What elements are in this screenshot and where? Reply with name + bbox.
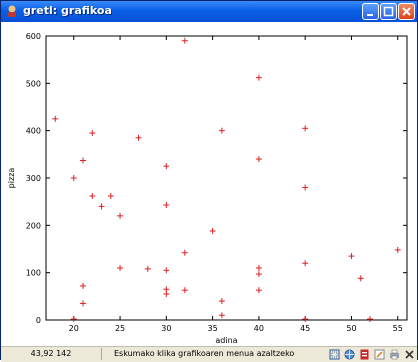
x-axis-label: adina (215, 336, 237, 344)
data-point (70, 316, 77, 323)
y-tick-label: 600 (26, 32, 41, 41)
close-icon[interactable] (404, 349, 415, 360)
globe-icon[interactable] (344, 349, 355, 360)
y-tick-label: 0 (36, 316, 41, 325)
data-point (218, 298, 225, 305)
data-point (209, 228, 216, 235)
x-tick-label: 35 (208, 324, 218, 333)
data-point (89, 192, 96, 199)
data-point (163, 201, 170, 208)
y-tick-label: 200 (26, 221, 41, 230)
data-point (144, 265, 151, 272)
data-point (302, 316, 309, 323)
scatter-chart[interactable]: 20 25 30 35 40 45 50 55 0 100 200 300 400 500 600 adina… (1, 22, 417, 345)
pdf-icon[interactable] (359, 349, 370, 360)
data-point (135, 134, 142, 141)
data-point (89, 130, 96, 137)
minimize-icon (367, 14, 373, 16)
close-button[interactable] (398, 3, 415, 20)
data-point (348, 253, 355, 260)
data-point (80, 157, 87, 164)
x-tick-label: 45 (300, 324, 310, 333)
maximize-button[interactable] (380, 3, 397, 20)
plot-frame (45, 35, 408, 321)
status-bar: 43,92 142 Eskumako klika grafikoaren men… (1, 346, 417, 362)
data-point (394, 246, 401, 253)
x-tick-label: 50 (346, 324, 356, 333)
data-point (107, 192, 114, 199)
y-tick-label: 300 (26, 174, 41, 183)
x-tick-label: 55 (393, 324, 403, 333)
window-title: gretl: grafikoa (23, 4, 112, 17)
close-icon (402, 7, 411, 16)
data-point (181, 37, 188, 44)
zoom-icon[interactable] (329, 348, 340, 360)
data-point (80, 300, 87, 307)
data-point (255, 156, 262, 163)
data-point (302, 125, 309, 132)
y-axis-label: pizza (7, 168, 16, 189)
print-icon[interactable] (389, 349, 400, 360)
x-tick-label: 40 (254, 324, 264, 333)
maximize-icon (383, 6, 394, 17)
data-point (357, 275, 364, 282)
cursor-coordinates: 43,92 142 (1, 348, 102, 360)
data-point (218, 312, 225, 319)
data-point (70, 175, 77, 181)
status-message: Eskumako klika grafikoaren menua azaltze… (114, 349, 295, 358)
title-bar[interactable]: gretl: grafikoa (1, 1, 417, 22)
data-point (181, 249, 188, 256)
data-point (98, 203, 105, 210)
status-toolbar (329, 347, 415, 361)
x-tick-label: 20 (69, 324, 79, 333)
y-tick-label: 100 (26, 269, 41, 278)
plot-area[interactable]: 20 25 30 35 40 45 50 55 0 100 200 300 400 500 600 adina… (1, 22, 417, 345)
data-point (255, 271, 262, 278)
data-point (302, 260, 309, 267)
edit-icon[interactable] (374, 349, 385, 360)
data-point (302, 184, 309, 191)
data-point (181, 287, 188, 294)
y-tick-label: 500 (26, 79, 41, 88)
gretl-app-icon (8, 5, 16, 17)
data-point (117, 212, 124, 219)
data-point (52, 115, 59, 122)
data-point (163, 163, 170, 170)
data-point (163, 290, 170, 297)
y-tick-label: 400 (26, 127, 41, 136)
data-point (255, 264, 262, 271)
data-point (163, 267, 170, 274)
data-point (255, 287, 262, 294)
data-point (117, 264, 124, 271)
x-tick-label: 25 (115, 324, 125, 333)
data-point (218, 127, 225, 134)
data-point (255, 74, 262, 81)
data-point (80, 282, 87, 289)
x-tick-label: 30 (161, 324, 171, 333)
data-point (366, 316, 373, 323)
minimize-button[interactable] (362, 3, 379, 20)
